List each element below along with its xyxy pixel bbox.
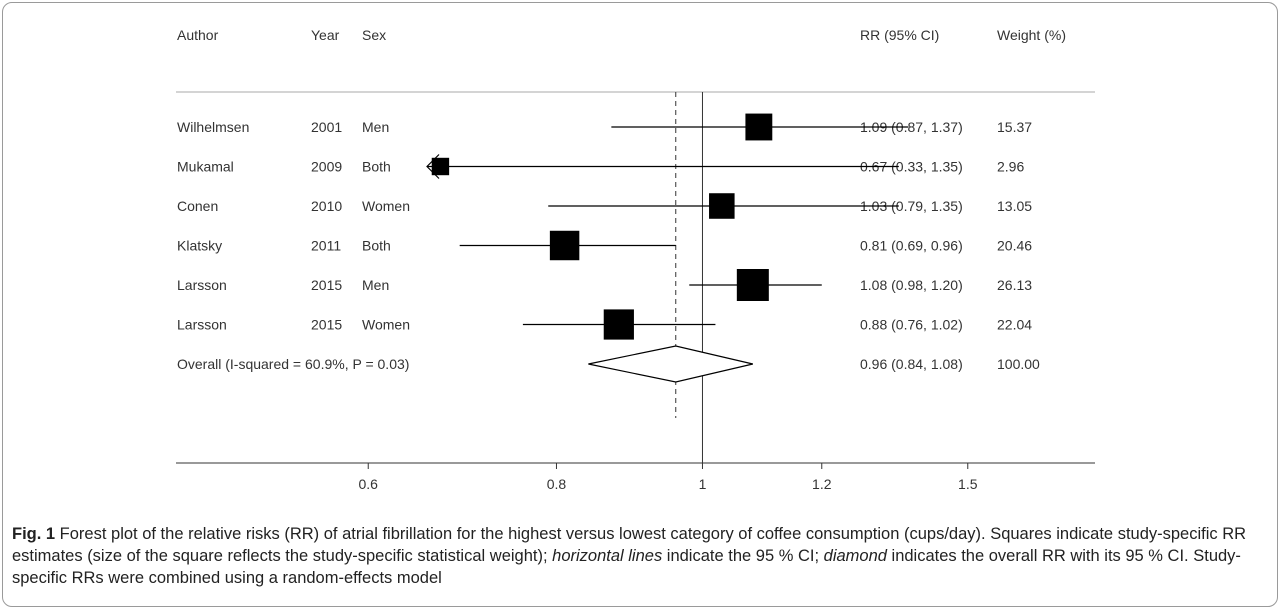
study-sex: Women xyxy=(362,198,410,214)
study-rr-ci: 0.81 (0.69, 0.96) xyxy=(860,238,963,254)
header-weight: Weight (%) xyxy=(997,27,1066,43)
study-sex: Men xyxy=(362,277,389,293)
overall-diamond xyxy=(588,345,753,383)
point-estimate-square xyxy=(745,113,773,141)
study-sex: Both xyxy=(362,238,391,254)
x-tick-label: 1.5 xyxy=(958,476,978,492)
study-sex: Men xyxy=(362,119,389,135)
study-row: Mukamal 2009 Both 0.67 (0.33, 1.35) 2.96 xyxy=(177,154,1024,179)
x-tick-label: 1.2 xyxy=(812,476,832,492)
x-tick-label: 0.8 xyxy=(547,476,567,492)
overall-row: Overall (I-squared = 60.9%, P = 0.03) 0.9… xyxy=(177,345,1040,383)
header-sex: Sex xyxy=(362,27,386,43)
caption-text-3: indicates the overall RR with its 95 % C… xyxy=(12,547,1241,587)
point-estimate-square xyxy=(549,230,580,261)
caption-em-horizontal-lines: horizontal lines xyxy=(552,547,663,565)
study-year: 2011 xyxy=(311,238,341,254)
study-year: 2009 xyxy=(311,159,342,175)
study-row: Wilhelmsen 2001 Men 1.09 (0.87, 1.37) 15.37 xyxy=(177,113,1032,141)
forest-plot: Author Year Sex RR (95% CI) Weight (%) W… xyxy=(176,27,1095,492)
study-weight: 15.37 xyxy=(997,119,1032,135)
study-row: Conen 2010 Women 1.03 (0.79, 1.35) 13.05 xyxy=(177,193,1032,219)
study-weight: 26.13 xyxy=(997,277,1032,293)
study-year: 2001 xyxy=(311,119,342,135)
study-weight: 20.46 xyxy=(997,238,1032,254)
point-estimate-square xyxy=(603,309,634,340)
overall-weight: 100.00 xyxy=(997,356,1040,372)
study-rr-ci: 0.67 (0.33, 1.35) xyxy=(860,159,963,175)
study-author: Larsson xyxy=(177,277,227,293)
study-sex: Both xyxy=(362,159,391,175)
x-tick-label: 0.6 xyxy=(358,476,378,492)
study-year: 2015 xyxy=(311,277,342,293)
point-estimate-square xyxy=(709,193,735,219)
study-year: 2010 xyxy=(311,198,342,214)
x-tick-label: 1 xyxy=(699,476,707,492)
point-estimate-square xyxy=(431,157,450,176)
study-author: Wilhelmsen xyxy=(177,119,249,135)
overall-rr-ci: 0.96 (0.84, 1.08) xyxy=(860,356,963,372)
caption-text-2: indicate the 95 % CI; xyxy=(662,547,824,565)
study-weight: 2.96 xyxy=(997,159,1024,175)
study-rr-ci: 0.88 (0.76, 1.02) xyxy=(860,317,963,333)
header-author: Author xyxy=(177,27,219,43)
overall-label: Overall (I-squared = 60.9%, P = 0.03) xyxy=(177,356,409,372)
study-row: Larsson 2015 Women 0.88 (0.76, 1.02) 22.04 xyxy=(177,309,1032,340)
study-row: Klatsky 2011 Both 0.81 (0.69, 0.96) 20.46 xyxy=(177,230,1032,261)
caption-em-diamond: diamond xyxy=(823,547,887,565)
study-year: 2015 xyxy=(311,317,342,333)
study-author: Mukamal xyxy=(177,159,234,175)
figure-caption: Fig. 1 Forest plot of the relative risks… xyxy=(12,523,1267,589)
study-rr-ci: 1.03 (0.79, 1.35) xyxy=(860,198,963,214)
caption-text-1: Forest plot of the relative risks (RR) o… xyxy=(12,525,1247,565)
study-author: Conen xyxy=(177,198,218,214)
study-author: Klatsky xyxy=(177,238,222,254)
study-rr-ci: 1.09 (0.87, 1.37) xyxy=(860,119,963,135)
header-year: Year xyxy=(311,27,340,43)
caption-fig-label: Fig. 1 xyxy=(12,525,56,543)
x-axis-ticks: 0.6 0.8 1 1.2 1.5 xyxy=(358,463,978,492)
reference-lines xyxy=(675,92,703,463)
study-weight: 13.05 xyxy=(997,198,1032,214)
study-row: Larsson 2015 Men 1.08 (0.98, 1.20) 26.13 xyxy=(177,269,1032,301)
study-author: Larsson xyxy=(177,317,227,333)
study-rows: Wilhelmsen 2001 Men 1.09 (0.87, 1.37) 15.37 M… xyxy=(177,113,1032,340)
header-rr: RR (95% CI) xyxy=(860,27,939,43)
study-sex: Women xyxy=(362,317,410,333)
point-estimate-square xyxy=(736,269,769,301)
study-rr-ci: 1.08 (0.98, 1.20) xyxy=(860,277,963,293)
study-weight: 22.04 xyxy=(997,317,1032,333)
